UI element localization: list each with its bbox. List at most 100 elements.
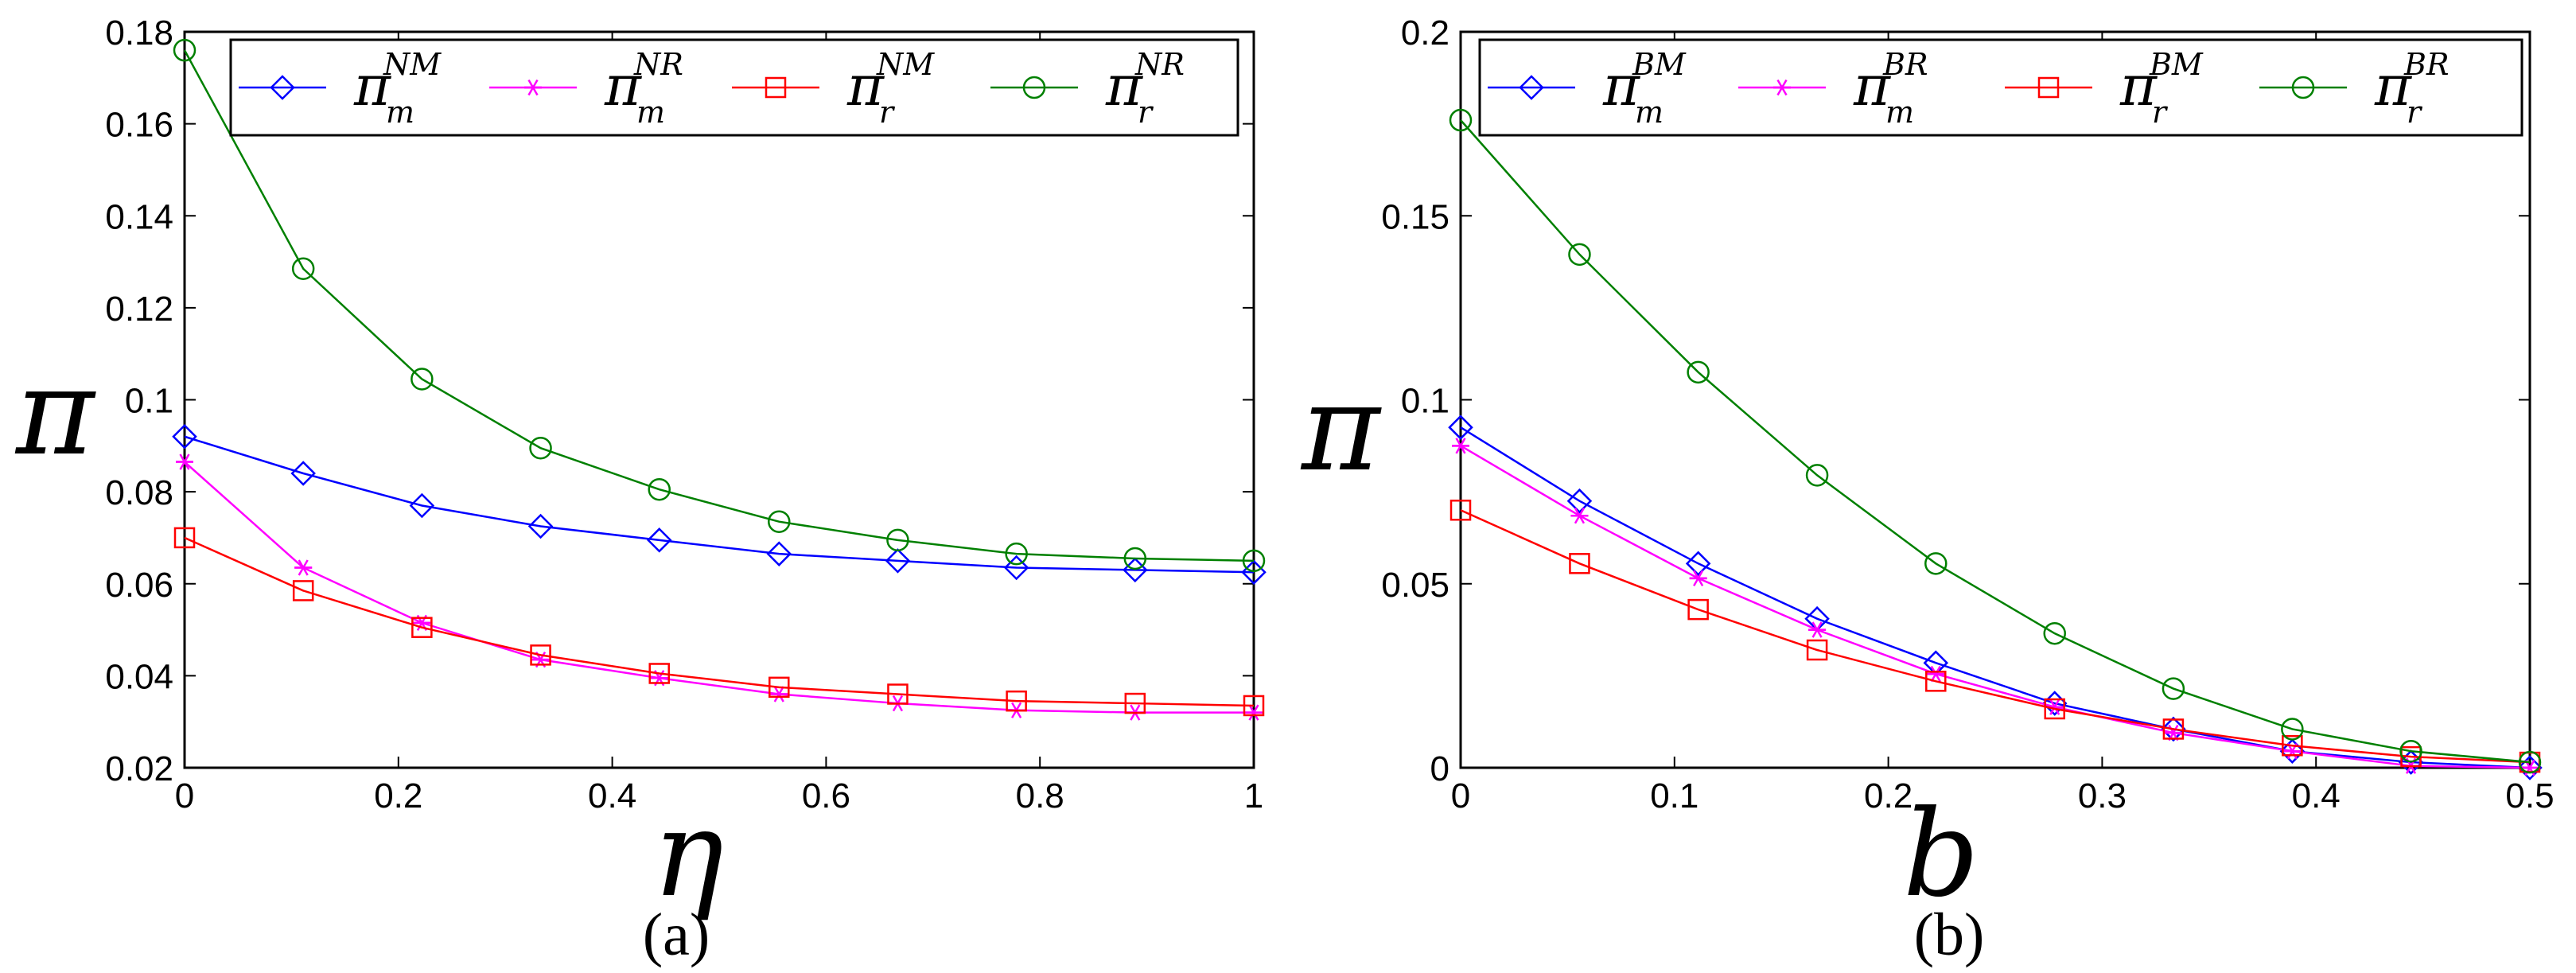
legend-subscript: m: [1885, 95, 1914, 130]
legend-marker: [270, 75, 295, 100]
series-line: [184, 536, 1255, 707]
legend-entry: πr BR: [2259, 47, 2450, 130]
legend-symbol: π: [2119, 53, 2158, 119]
data-point: [769, 676, 790, 699]
data-point: [1808, 621, 1827, 638]
legend-subscript: m: [386, 95, 414, 130]
legend-entry: πm BM: [1488, 47, 1687, 130]
legend-marker: [2037, 76, 2060, 99]
legend-marker: [765, 76, 787, 99]
data-point: [1687, 598, 1709, 621]
series-br-r: [1449, 108, 2542, 774]
data-point: [770, 686, 788, 703]
series-nr-r: [173, 38, 1266, 573]
legend-superscript: BR: [2403, 47, 2450, 82]
caption-a: (a): [643, 901, 710, 968]
x-tick-label: 1: [1244, 776, 1263, 815]
data-point: [2043, 621, 2066, 645]
legend-entry: πm NR: [489, 47, 683, 130]
legend-marker: [2291, 76, 2315, 99]
data-point: [291, 257, 315, 280]
x-tick-label: 0.4: [588, 776, 636, 815]
legend-subscript: r: [1138, 95, 1154, 130]
data-point: [768, 510, 791, 533]
data-point: [173, 38, 197, 62]
legend-superscript: BR: [1882, 47, 1928, 82]
series-line: [1460, 445, 2531, 769]
series-line: [1460, 426, 2531, 769]
data-point: [411, 617, 433, 638]
data-point: [2281, 718, 2304, 741]
data-point: [527, 513, 554, 539]
data-point: [886, 528, 909, 552]
data-point: [294, 559, 313, 576]
data-point: [292, 580, 314, 601]
data-point: [766, 541, 792, 566]
x-tick-label: 0: [175, 776, 194, 815]
y-axis-label-b: π: [1300, 360, 1382, 498]
data-point: [1243, 695, 1265, 717]
legend-superscript: NR: [1134, 47, 1185, 82]
data-point: [1925, 671, 1947, 692]
data-point: [648, 477, 671, 501]
legend-symbol: π: [1602, 53, 1641, 119]
y-tick-label: 0.15: [1381, 197, 1449, 236]
legend-symbol: π: [2374, 53, 2413, 119]
x-axis-label-a: η: [652, 785, 724, 924]
legend-marker: [1519, 75, 1544, 100]
x-tick-label: 0.2: [1864, 776, 1913, 815]
data-point: [1805, 464, 1829, 487]
legend-box-b: [1478, 38, 2523, 137]
data-point: [2517, 755, 2543, 780]
legend-superscript: NR: [633, 47, 683, 82]
data-point: [885, 548, 911, 574]
data-point: [1242, 549, 1266, 573]
legend-marker: [1022, 76, 1046, 99]
x-tick-label: 0.6: [802, 776, 850, 815]
y-tick-label: 0.1: [125, 382, 173, 421]
panel-a: 0 0.2 0.4 0.6 0.8 1 0.02 0.04 0.06 0.08 0.1 0.12 0.1…: [14, 14, 1267, 968]
data-point: [1123, 547, 1147, 570]
y-tick-label: 0.05: [1381, 566, 1449, 605]
series-lines-b: [1448, 108, 2543, 780]
legend-marker: [524, 79, 542, 96]
data-point: [2162, 677, 2185, 700]
x-tick-label: 0.8: [1016, 776, 1064, 815]
legend-entry: πr BM: [2005, 47, 2204, 130]
legend-subscript: m: [1635, 95, 1664, 130]
x-tick-label: 0.1: [1650, 776, 1699, 815]
y-tick-label: 0.14: [105, 197, 173, 236]
legend-subscript: r: [2152, 95, 2169, 130]
legend-subscript: r: [2407, 95, 2423, 130]
data-point: [1569, 553, 1590, 574]
data-point: [2518, 750, 2542, 774]
series-line: [183, 49, 1255, 562]
legend-symbol: π: [353, 53, 392, 119]
y-tick-label: 0.1: [1401, 382, 1449, 421]
legend-subscript: r: [879, 95, 896, 130]
legend-symbol: π: [1853, 53, 1892, 119]
y-tick-label: 0: [1430, 749, 1449, 788]
legend-subscript: m: [636, 95, 665, 130]
y-tick-label: 0.06: [105, 566, 173, 605]
data-point: [1568, 243, 1591, 267]
legend-symbol: π: [1105, 53, 1144, 119]
data-point: [1687, 360, 1710, 384]
data-point: [1452, 438, 1469, 454]
series-line: [1460, 119, 2531, 764]
data-point: [1806, 639, 1828, 661]
data-point: [411, 368, 434, 391]
data-point: [1006, 690, 1027, 712]
y-tick-label: 0.02: [105, 749, 173, 788]
y-tick-label: 0.2: [1401, 14, 1449, 53]
data-point: [1245, 704, 1263, 721]
data-point: [1685, 551, 1711, 577]
data-point: [887, 683, 909, 705]
data-point: [1449, 500, 1472, 521]
data-point: [1689, 570, 1707, 586]
legend-superscript: NM: [876, 47, 935, 82]
data-point: [646, 527, 672, 553]
